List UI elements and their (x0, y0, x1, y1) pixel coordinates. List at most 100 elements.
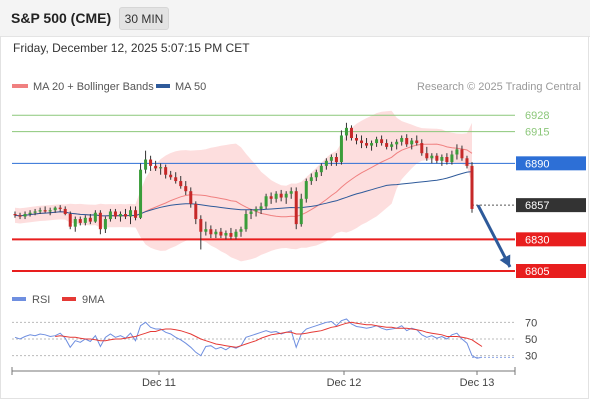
rsi-tick-label: 50 (525, 334, 537, 346)
candle-body (375, 139, 379, 144)
x-axis-label: Dec 12 (327, 377, 362, 389)
candle-body (184, 186, 188, 192)
rsi-tick-label: 30 (525, 351, 537, 363)
candle-body (430, 155, 434, 159)
candle-body (128, 210, 133, 217)
rsi-ma9-line (55, 321, 483, 348)
candle-body (360, 140, 364, 144)
candle-body (118, 214, 122, 217)
candle-body (234, 231, 238, 237)
candle-body (269, 196, 273, 199)
candle-body (18, 215, 22, 217)
candle-body (420, 143, 424, 154)
candle-body (274, 193, 278, 199)
ma50-legend-label: MA 50 (175, 81, 206, 93)
rsi-legend-swatch (12, 297, 26, 301)
candle-body (169, 174, 173, 178)
bollinger-bands-area (15, 110, 472, 262)
candle-body (28, 212, 32, 214)
candle-body (339, 135, 343, 163)
candle-body (58, 207, 62, 209)
ma20-legend-label: MA 20 + Bollinger Bands (33, 81, 154, 93)
instrument-title: S&P 500 (CME) (11, 10, 112, 26)
candle-body (149, 159, 153, 166)
candle-body (324, 160, 328, 166)
candle-body (289, 191, 293, 194)
candle-body (304, 181, 308, 199)
candle-body (88, 217, 92, 222)
support-level-label: 6830 (525, 234, 549, 246)
resistance-level-label: 6915 (525, 127, 549, 139)
candle-body (435, 155, 439, 161)
resistance-level-label: 6928 (525, 110, 549, 122)
ma9-legend-label: 9MA (82, 294, 105, 306)
candle-body (108, 211, 112, 220)
candle-body (319, 165, 323, 173)
candle-body (254, 208, 258, 212)
candle-body (68, 214, 72, 227)
candle-body (425, 153, 429, 159)
candle-body (460, 149, 464, 159)
ma50-line (14, 171, 473, 217)
candle-body (134, 210, 138, 218)
candle-body (38, 210, 42, 212)
projection-arrow-head (499, 254, 511, 267)
candle-body (164, 167, 168, 175)
candle-body (294, 191, 298, 225)
candle-body (405, 138, 409, 145)
candle-body (98, 212, 102, 230)
rsi-legend-label: RSI (32, 294, 50, 306)
last-level-tag (516, 198, 586, 213)
candle-body (455, 149, 459, 155)
candle-body (410, 140, 414, 145)
candle-body (154, 165, 158, 169)
candle-body (13, 214, 17, 216)
ma9-legend-swatch (62, 297, 76, 301)
candle-body (400, 138, 404, 142)
datetime-label: Friday, December 12, 2025 5:07:15 PM CET (13, 41, 250, 55)
timeframe-button[interactable]: 30 MIN (119, 7, 169, 30)
candle-body (159, 167, 163, 169)
candle-body (139, 169, 143, 218)
candle-body (365, 143, 369, 146)
candle-body (204, 229, 208, 232)
candle-body (309, 177, 313, 182)
last-level-label: 6857 (525, 200, 549, 212)
support-level-label: 6805 (525, 266, 549, 278)
candle-body (440, 157, 444, 161)
candle-body (219, 231, 223, 236)
candle-body (214, 231, 218, 235)
candle-body (48, 210, 52, 212)
chart-frame (0, 36, 589, 399)
research-credit: Research © 2025 Trading Central (417, 81, 581, 93)
candle-body (63, 208, 67, 214)
candle-body (264, 196, 268, 207)
ma20-legend-swatch (12, 84, 28, 88)
candle-body (395, 141, 399, 145)
candle-body (144, 159, 148, 170)
candle-body (354, 138, 359, 141)
pivot-level-tag (516, 156, 586, 171)
candle-body (189, 191, 193, 204)
candle-body (103, 219, 107, 230)
candle-body (370, 143, 374, 146)
candle-body (194, 203, 198, 220)
candle-body (83, 217, 87, 223)
candle-body (73, 219, 77, 227)
pivot-level-label: 6890 (525, 158, 549, 170)
candle-body (123, 214, 127, 217)
candle-body (415, 140, 419, 144)
candle-body (43, 210, 47, 212)
candle-body (199, 219, 203, 232)
candle-body (179, 181, 183, 187)
candle-body (244, 214, 248, 230)
candle-body (279, 193, 283, 198)
candle-body (390, 144, 394, 147)
candle-body (445, 157, 449, 163)
candle-body (344, 127, 348, 136)
candle-body (33, 211, 37, 213)
candle-body (314, 172, 318, 178)
support-level-tag (516, 264, 586, 278)
candle-body (113, 211, 117, 217)
